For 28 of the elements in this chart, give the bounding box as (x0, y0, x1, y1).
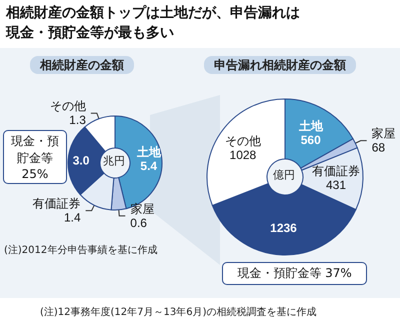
chart-title: 相続財産の金額トップは土地だが、申告漏れは現金・預貯金等が最も多い (6, 4, 301, 43)
data-label: 3.0 (72, 154, 90, 168)
data-label: 1028 (230, 148, 257, 162)
slice-label: 有価証券 (32, 196, 81, 211)
text: 億円 (273, 168, 295, 182)
slice-label: 土地 (298, 118, 324, 133)
slice-label: 家屋 (372, 126, 396, 141)
data-label: 5.4 (140, 158, 158, 173)
chart-title: 申告漏れ相続財産の金額 (214, 58, 346, 72)
data-label: 1.3 (69, 113, 86, 128)
slice-label: 土地 (136, 144, 162, 159)
data-label: 1236 (270, 220, 298, 235)
slice-label: 有価証券 (312, 164, 360, 178)
slice-label: 家屋 (130, 202, 154, 216)
data-label: 0.6 (130, 216, 148, 230)
text: 25% (22, 167, 48, 181)
slice-label: 現金・預貯金等 (11, 134, 59, 165)
data-label: 431 (326, 178, 346, 192)
text: (注)12事務年度(12年7月～13年6月)の相続税調査を基に作成 (40, 306, 317, 319)
text: (注)2012年分申告事績を基に作成 (4, 244, 158, 257)
data-label: 1.4 (64, 210, 81, 225)
slice-label: その他 (50, 99, 86, 114)
text: 兆円 (103, 154, 125, 168)
chart-subtitle: 相続財産の金額 (39, 58, 124, 72)
slice-label: その他 (224, 134, 261, 148)
category-label: 現金・預貯金等 37% (237, 266, 352, 280)
data-label: 68 (372, 140, 386, 155)
data-label: 560 (300, 132, 322, 147)
